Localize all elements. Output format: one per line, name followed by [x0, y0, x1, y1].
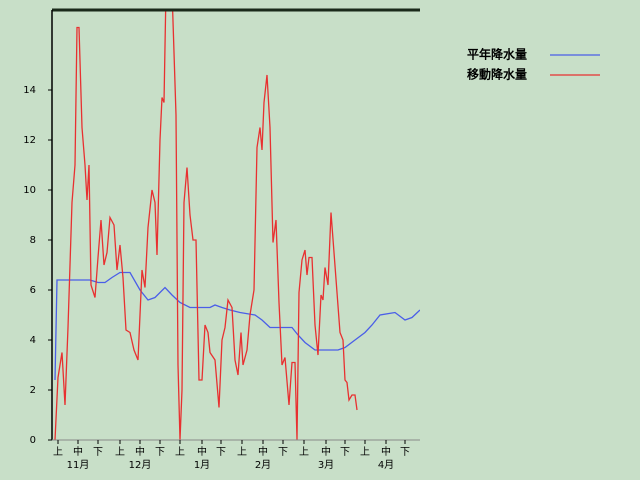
month-label: 11月: [67, 459, 90, 471]
x-tick-label: 中: [73, 445, 83, 458]
x-tick-label: 下: [278, 447, 288, 458]
month-label: 12月: [129, 459, 152, 471]
legend-label: 移動降水量: [467, 67, 527, 82]
x-tick-label: 上: [115, 446, 125, 458]
x-tick-label: 上: [175, 446, 185, 458]
x-tick-label: 下: [155, 447, 165, 458]
x-tick-label: 上: [237, 446, 247, 458]
x-tick-label: 中: [258, 445, 268, 458]
x-tick-label: 中: [197, 445, 207, 458]
x-tick-label: 上: [360, 446, 370, 458]
y-tick-label: 8: [30, 235, 36, 246]
plot-area: [54, 10, 420, 440]
month-label: 1月: [194, 459, 210, 471]
y-tick-label: 14: [23, 85, 36, 96]
series-line: [54, 10, 358, 440]
y-tick-label: 0: [30, 435, 36, 446]
y-tick-label: 10: [23, 185, 36, 196]
x-tick-label: 下: [93, 447, 103, 458]
month-label: 2月: [255, 459, 271, 471]
y-tick-label: 12: [23, 135, 36, 146]
x-tick-label: 中: [381, 445, 391, 458]
x-tick-label: 下: [216, 447, 226, 458]
y-tick-label: 6: [30, 285, 36, 296]
month-label: 4月: [378, 459, 394, 471]
month-label: 3月: [318, 459, 334, 471]
legend-label: 平年降水量: [467, 47, 527, 62]
x-tick-label: 中: [135, 445, 145, 458]
y-tick-label: 4: [30, 335, 36, 346]
y-tick-label: 2: [30, 385, 36, 396]
x-tick-label: 中: [321, 445, 331, 458]
x-tick-label: 上: [299, 446, 309, 458]
series-line: [54, 271, 420, 381]
x-tick-label: 下: [400, 447, 410, 458]
x-tick-label: 下: [340, 447, 350, 458]
x-tick-label: 上: [53, 446, 63, 458]
